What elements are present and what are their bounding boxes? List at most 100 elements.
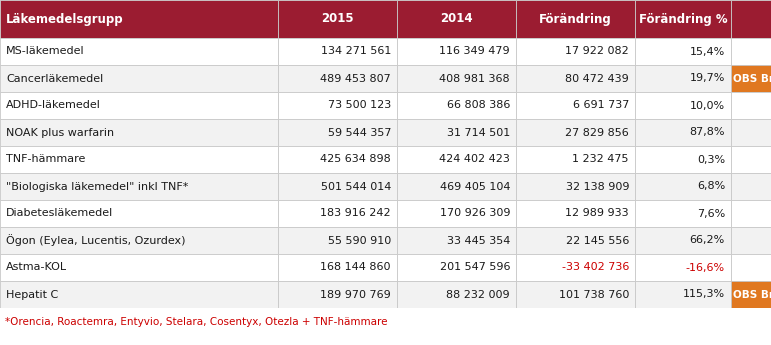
Bar [0, 38, 278, 65]
Text: 12 989 933: 12 989 933 [565, 208, 629, 218]
Text: 59 544 357: 59 544 357 [328, 128, 391, 138]
Bar [397, 227, 516, 254]
Bar [516, 92, 635, 119]
Bar [731, 38, 771, 65]
Text: 183 916 242: 183 916 242 [321, 208, 391, 218]
Text: ADHD-läkemedel: ADHD-läkemedel [6, 100, 101, 110]
Bar [0, 200, 278, 227]
Bar [278, 92, 397, 119]
Bar [0, 146, 278, 173]
Text: 6,8%: 6,8% [697, 181, 725, 191]
Text: 0,3%: 0,3% [697, 155, 725, 165]
Text: 170 926 309: 170 926 309 [439, 208, 510, 218]
Bar [397, 200, 516, 227]
Bar [516, 65, 635, 92]
Text: 101 738 760: 101 738 760 [559, 289, 629, 299]
Bar [516, 254, 635, 281]
Bar [397, 146, 516, 173]
Bar [731, 281, 771, 308]
Bar [278, 227, 397, 254]
Text: 27 829 856: 27 829 856 [565, 128, 629, 138]
Bar [635, 0, 731, 38]
Bar [635, 38, 731, 65]
Bar [516, 173, 635, 200]
Text: 168 144 860: 168 144 860 [321, 263, 391, 273]
Bar [278, 0, 397, 38]
Bar [635, 146, 731, 173]
Bar [731, 200, 771, 227]
Text: 189 970 769: 189 970 769 [320, 289, 391, 299]
Text: 87,8%: 87,8% [689, 128, 725, 138]
Bar [0, 227, 278, 254]
Text: Ögon (Eylea, Lucentis, Ozurdex): Ögon (Eylea, Lucentis, Ozurdex) [6, 235, 186, 246]
Text: OBS Brutto: OBS Brutto [733, 289, 771, 299]
Text: Hepatit C: Hepatit C [6, 289, 59, 299]
Bar [635, 173, 731, 200]
Text: Förändring: Förändring [539, 12, 612, 26]
Text: 469 405 104: 469 405 104 [439, 181, 510, 191]
Bar [278, 119, 397, 146]
Bar [516, 38, 635, 65]
Text: 10,0%: 10,0% [690, 100, 725, 110]
Bar [397, 254, 516, 281]
Bar [516, 146, 635, 173]
Text: 66,2%: 66,2% [690, 236, 725, 246]
Text: OBS Brutto: OBS Brutto [733, 73, 771, 83]
Bar [397, 173, 516, 200]
Text: 19,7%: 19,7% [689, 73, 725, 83]
Text: 201 547 596: 201 547 596 [439, 263, 510, 273]
Bar [516, 200, 635, 227]
Bar [397, 65, 516, 92]
Bar [278, 281, 397, 308]
Text: 408 981 368: 408 981 368 [439, 73, 510, 83]
Text: Diabetesläkemedel: Diabetesläkemedel [6, 208, 113, 218]
Bar [0, 65, 278, 92]
Bar [397, 92, 516, 119]
Text: Läkemedelsgrupp: Läkemedelsgrupp [6, 12, 123, 26]
Bar [516, 0, 635, 38]
Text: 425 634 898: 425 634 898 [320, 155, 391, 165]
Text: 55 590 910: 55 590 910 [328, 236, 391, 246]
Bar [516, 281, 635, 308]
Bar [731, 227, 771, 254]
Bar [0, 281, 278, 308]
Bar [731, 119, 771, 146]
Bar [397, 281, 516, 308]
Bar [731, 92, 771, 119]
Bar [0, 254, 278, 281]
Bar [731, 65, 771, 92]
Bar [635, 200, 731, 227]
Bar [731, 254, 771, 281]
Text: 32 138 909: 32 138 909 [565, 181, 629, 191]
Text: 6 691 737: 6 691 737 [573, 100, 629, 110]
Bar [278, 173, 397, 200]
Bar [0, 173, 278, 200]
Bar [397, 119, 516, 146]
Bar [635, 119, 731, 146]
Text: MS-läkemedel: MS-läkemedel [6, 47, 85, 57]
Text: 2014: 2014 [440, 12, 473, 26]
Text: 1 232 475: 1 232 475 [573, 155, 629, 165]
Text: 73 500 123: 73 500 123 [328, 100, 391, 110]
Bar [397, 38, 516, 65]
Text: 22 145 556: 22 145 556 [566, 236, 629, 246]
Bar [731, 0, 771, 38]
Text: Cancerläkemedel: Cancerläkemedel [6, 73, 103, 83]
Text: 7,6%: 7,6% [697, 208, 725, 218]
Bar [0, 119, 278, 146]
Bar [278, 65, 397, 92]
Bar [278, 146, 397, 173]
Text: 501 544 014: 501 544 014 [321, 181, 391, 191]
Bar [731, 173, 771, 200]
Text: Astma-KOL: Astma-KOL [6, 263, 67, 273]
Bar [516, 119, 635, 146]
Text: 134 271 561: 134 271 561 [321, 47, 391, 57]
Text: NOAK plus warfarin: NOAK plus warfarin [6, 128, 114, 138]
Bar [516, 227, 635, 254]
Text: 2015: 2015 [322, 12, 354, 26]
Text: 17 922 082: 17 922 082 [565, 47, 629, 57]
Text: Förändring %: Förändring % [638, 12, 727, 26]
Bar [397, 0, 516, 38]
Text: *Orencia, Roactemra, Entyvio, Stelara, Cosentyx, Otezla + TNF-hämmare: *Orencia, Roactemra, Entyvio, Stelara, C… [5, 317, 388, 327]
Text: 31 714 501: 31 714 501 [446, 128, 510, 138]
